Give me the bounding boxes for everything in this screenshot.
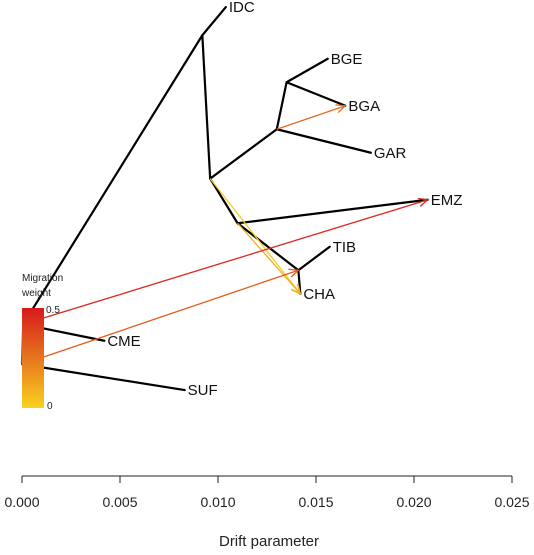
population-label-bga: BGA xyxy=(348,98,380,115)
tree-branch-n2-n3 xyxy=(22,34,204,326)
tree-branch-n3-n4 xyxy=(201,34,212,180)
tree-branch-n8-TIB xyxy=(297,245,331,272)
tree-branch-n1-SUF xyxy=(21,363,186,392)
tree-branch-n6-BGA xyxy=(285,81,347,107)
tree-branch-n3-IDC xyxy=(201,5,227,37)
migration-arrow-n5-to-BGA xyxy=(276,104,347,130)
legend-title-line2: weight xyxy=(21,288,51,299)
x-tick-label: 0.025 xyxy=(494,494,529,510)
x-tick-label: 0.000 xyxy=(4,494,39,510)
population-label-gar: GAR xyxy=(374,145,407,162)
population-label-tib: TIB xyxy=(333,239,356,256)
migration-arrows xyxy=(22,104,430,365)
x-axis-title: Drift parameter xyxy=(219,533,319,550)
migration-arrow-n7-to-CHA xyxy=(237,222,302,295)
population-label-cme: CME xyxy=(107,333,140,350)
tree-branch-n5-GAR xyxy=(275,128,372,154)
tree-branch-n4-n5 xyxy=(209,128,278,180)
x-tick-label: 0.020 xyxy=(396,494,431,510)
population-label-cha: CHA xyxy=(303,286,335,303)
migration-weight-legend: Migration weight 0.5 0 xyxy=(21,273,63,412)
x-tick-label: 0.015 xyxy=(298,494,333,510)
population-label-emz: EMZ xyxy=(431,192,463,209)
population-label-idc: IDC xyxy=(229,0,255,16)
tree-branch-n4-n7 xyxy=(209,177,239,225)
legend-title-line1: Migration xyxy=(22,273,63,284)
x-axis: 0.000 0.005 0.010 0.015 0.020 0.025 xyxy=(4,475,530,510)
population-label-bge: BGE xyxy=(331,51,363,68)
legend-min-label: 0 xyxy=(47,401,53,412)
x-tick-label: 0.010 xyxy=(200,494,235,510)
population-label-suf: SUF xyxy=(188,382,218,399)
tree-branch-n5-n6 xyxy=(275,81,288,131)
tree-branch-n7-EMZ xyxy=(236,198,429,225)
migration-arrow-n1-to-n8 xyxy=(22,268,300,365)
population-labels: IDC BGE BGA GAR EMZ TIB CHA CME SUF xyxy=(107,0,462,399)
tree-branch-n7-n8 xyxy=(236,222,300,272)
tree-edges xyxy=(21,5,429,392)
legend-color-bar xyxy=(22,308,44,408)
migration-arrow-n4-to-CHA xyxy=(209,178,302,296)
legend-max-label: 0.5 xyxy=(46,305,60,316)
tree-branch-n6-BGE xyxy=(285,57,329,84)
x-tick-label: 0.005 xyxy=(102,494,137,510)
migration-arrow-n2-to-EMZ xyxy=(22,197,430,325)
